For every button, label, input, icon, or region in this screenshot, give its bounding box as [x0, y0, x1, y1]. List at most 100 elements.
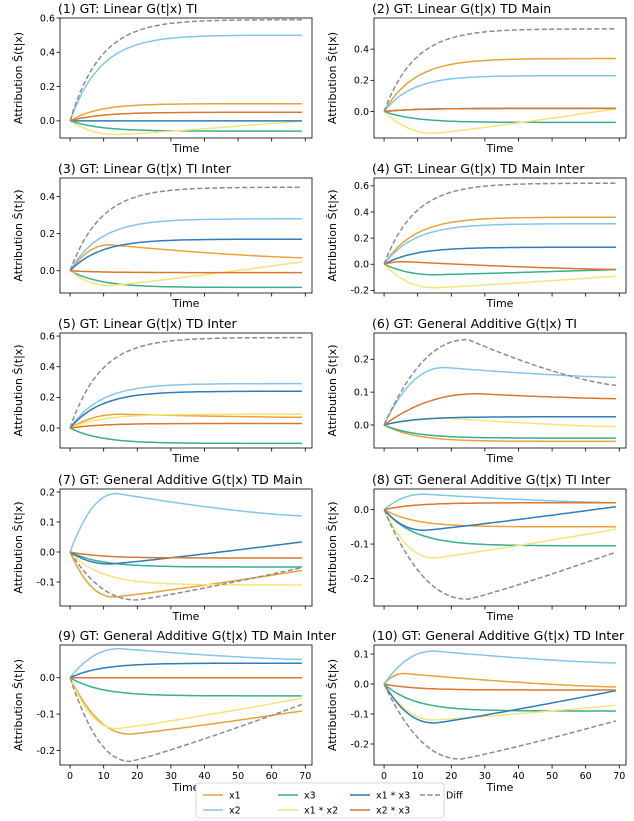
y-tick-label: 0.2	[40, 393, 55, 404]
series-group	[69, 647, 303, 763]
series-line-Diff	[383, 182, 616, 265]
series-line-Diff	[69, 677, 303, 763]
series-line-x3	[383, 263, 616, 276]
series-line-x2-x3	[69, 422, 302, 429]
series-line-x1	[383, 57, 616, 112]
legend-label: x2 * x3	[376, 805, 410, 816]
plot-frame	[59, 17, 313, 139]
y-tick-label: 0.0	[40, 423, 55, 434]
legend: x1 x2 x3 x1 * x2 x1 * x3 x2 * x3 Diff	[195, 782, 463, 819]
x-tick-label: 70	[299, 771, 311, 782]
series-line-x1-x2	[383, 108, 617, 135]
y-axis-label: Attribution Ŝ(t|x)	[12, 32, 25, 124]
series-line-x1-x3	[383, 416, 616, 426]
x-tick-label: 70	[613, 771, 625, 782]
series-line-x2	[69, 218, 302, 272]
chart-title: (8) GT: General Additive G(t|x) TI Inter	[372, 472, 611, 487]
series-group	[383, 338, 616, 443]
y-tick-label: 0.0	[40, 547, 55, 558]
y-tick-label: 0.4	[354, 207, 369, 218]
plot-frame	[59, 644, 313, 766]
y-tick-label: 0.4	[40, 48, 55, 59]
chart-panel-3: (3) GT: Linear G(t|x) TI Inter 0.0 0.2 0.4 T…	[12, 161, 313, 310]
series-line-x1	[383, 216, 616, 265]
y-axis-label: Attribution Ŝ(t|x)	[326, 32, 339, 124]
series-line-x1-x3	[383, 505, 616, 532]
y-axis-label: Attribution Ŝ(t|x)	[326, 501, 339, 593]
x-axis-label: Time	[172, 297, 200, 310]
series-line-x2	[383, 222, 616, 265]
series-line-x3	[383, 509, 616, 547]
series-line-x2-x3	[70, 269, 302, 274]
y-tick-label: 0.4	[40, 192, 55, 203]
plot-frame	[59, 177, 313, 294]
x-tick-label: 20	[131, 771, 143, 782]
y-axis-label: Attribution Ŝ(t|x)	[12, 344, 25, 436]
series-group	[69, 336, 302, 445]
series-line-x1-x3	[69, 662, 302, 679]
series-line-x1-x2	[69, 413, 302, 429]
y-tick-label: 0.2	[40, 229, 55, 240]
chart-title: (3) GT: Linear G(t|x) TI Inter	[58, 161, 232, 176]
series-group	[383, 493, 617, 600]
plot-frame	[373, 177, 627, 294]
series-line-x1-x3	[69, 541, 303, 565]
chart-panel-9: (9) GT: General Additive G(t|x) TD Main …	[12, 628, 337, 794]
chart-title: (7) GT: General Additive G(t|x) TD Main	[58, 472, 303, 487]
x-tick-label: 0	[381, 771, 387, 782]
series-line-x3	[383, 683, 616, 712]
chart-title: (6) GT: General Additive G(t|x) TI	[372, 316, 577, 331]
series-group	[383, 28, 617, 135]
y-tick-label: 0.2	[40, 487, 55, 498]
series-line-x2	[69, 382, 302, 429]
series-group	[69, 186, 303, 289]
y-tick-label: 0.1	[354, 387, 369, 398]
x-tick-label: 20	[445, 771, 457, 782]
series-line-x1-x2	[69, 120, 302, 136]
x-axis-label: Time	[172, 142, 200, 155]
y-tick-label: 0.4	[40, 362, 55, 373]
y-tick-label: 0.4	[354, 44, 369, 55]
x-tick-label: 0	[67, 771, 73, 782]
legend-label: x1 * x3	[376, 790, 410, 801]
series-line-Diff	[69, 551, 303, 601]
chart-title: (10) GT: General Additive G(t|x) TD Inte…	[372, 628, 625, 643]
y-axis-label: Attribution Ŝ(t|x)	[326, 189, 339, 281]
series-line-x2	[383, 493, 616, 511]
series-line-x1	[383, 424, 616, 443]
chart-title: (4) GT: Linear G(t|x) TD Main Inter	[372, 161, 585, 176]
x-tick-label: 10	[98, 771, 110, 782]
series-line-x1-x2	[69, 677, 303, 730]
y-axis-label: Attribution Ŝ(t|x)	[12, 189, 25, 281]
series-line-x1	[69, 244, 302, 272]
legend-label: x1 * x2	[304, 805, 338, 816]
series-line-x3	[69, 427, 302, 445]
series-line-x2-x3	[69, 111, 302, 122]
y-tick-label: -0.2	[350, 739, 369, 750]
series-line-x3	[69, 677, 302, 697]
series-line-x2-x3	[383, 502, 616, 511]
series-line-x2	[69, 492, 302, 553]
y-tick-label: 0.1	[40, 517, 55, 528]
x-tick-label: 60	[580, 771, 592, 782]
y-tick-label: -0.2	[350, 574, 369, 585]
legend-label: Diff	[446, 790, 463, 801]
chart-title: (1) GT: Linear G(t|x) TI	[58, 1, 197, 16]
chart-panel-5: (5) GT: Linear G(t|x) TD Inter 0.0 0.2 0.4 0…	[12, 316, 313, 465]
chart-title: (5) GT: Linear G(t|x) TD Inter	[58, 316, 238, 331]
series-line-x2	[383, 74, 616, 112]
y-tick-label: 0.6	[40, 331, 55, 342]
y-tick-label: 0.0	[354, 260, 369, 271]
x-axis-label: Time	[172, 452, 200, 465]
y-tick-label: 0.0	[354, 107, 369, 118]
x-axis-label: Time	[172, 610, 200, 623]
plot-frame	[59, 332, 313, 449]
series-line-x1-x2	[69, 261, 303, 287]
series-line-x2	[69, 34, 302, 122]
series-line-Diff	[383, 28, 616, 112]
x-tick-label: 50	[232, 771, 244, 782]
x-tick-label: 30	[479, 771, 491, 782]
series-line-x1-x2	[383, 263, 616, 289]
chart-panel-7: (7) GT: General Additive G(t|x) TD Main -…	[12, 472, 313, 623]
chart-panel-10: (10) GT: General Additive G(t|x) TD Inte…	[326, 628, 627, 794]
